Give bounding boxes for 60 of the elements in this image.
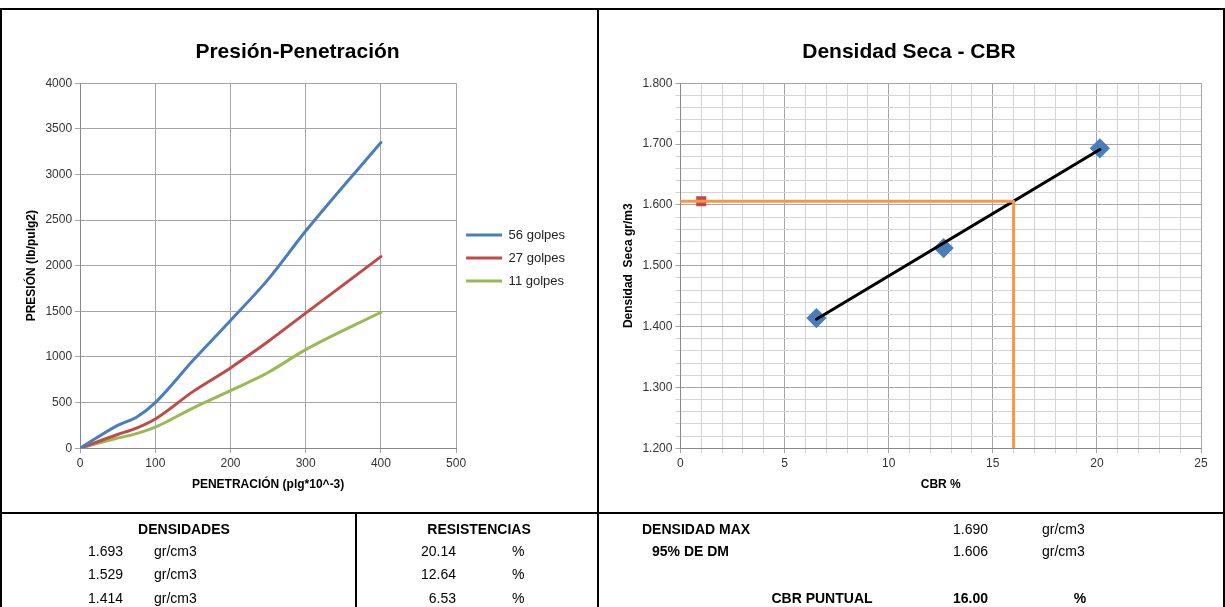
x-axis-title: CBR % [920, 477, 962, 492]
text: DENSIDAD MAX [642, 521, 751, 537]
y-tick-label: 1.200 [642, 440, 673, 455]
y-axis-title: Densidad Seca gr/m3 [620, 203, 635, 329]
y-axis-title: PRESIÓN (lb/pulg2) [22, 210, 38, 322]
y-tick-label: 2000 [45, 258, 73, 273]
text: 6.53 [428, 590, 456, 606]
x-tick-label: 500 [446, 455, 467, 470]
text: gr/cm3 [154, 543, 197, 559]
text: % [1073, 590, 1087, 606]
y-tick-label: 1.500 [642, 258, 673, 273]
text: 12.64 [420, 566, 456, 582]
legend-label: 56 golpes [508, 226, 566, 242]
y-tick-label: 4000 [45, 75, 73, 90]
legend-label: 27 golpes [508, 249, 566, 265]
x-tick-label: 5 [781, 455, 789, 470]
x-tick-label: 400 [370, 455, 392, 470]
text: RESISTENCIAS [427, 521, 531, 537]
chart-title: Presión-Penetración [195, 39, 400, 63]
y-tick-label: 1.400 [642, 318, 673, 333]
text: DENSIDADES [138, 521, 230, 537]
text: gr/cm3 [154, 566, 197, 582]
y-tick-label: 0 [65, 440, 73, 455]
x-tick-label: 25 [1194, 455, 1208, 470]
y-tick-label: 1.600 [642, 197, 673, 212]
y-tick-label: 1.700 [642, 136, 673, 151]
text: 1.690 [952, 521, 988, 537]
y-tick-label: 2500 [45, 212, 73, 227]
text: % [512, 590, 525, 606]
text: 1.693 [87, 543, 123, 559]
text: CBR PUNTUAL [771, 590, 873, 606]
x-tick-label: 300 [295, 455, 317, 470]
text: 1.414 [87, 590, 123, 606]
text: % [512, 566, 525, 582]
chart-title: Densidad Seca - CBR [802, 39, 1016, 63]
y-tick-label: 1500 [45, 303, 73, 318]
text: 16.00 [952, 590, 988, 606]
x-tick-label: 10 [881, 455, 896, 470]
y-tick-label: 1.800 [642, 75, 673, 90]
text: % [512, 543, 525, 559]
x-axis-title: PENETRACIÓN (plg*10^-3) [191, 476, 345, 492]
y-tick-label: 3000 [45, 166, 73, 181]
text: gr/cm3 [1042, 543, 1085, 559]
legend-label: 11 golpes [508, 272, 565, 288]
text: 1.529 [87, 566, 123, 582]
y-tick-label: 1.300 [642, 379, 673, 394]
x-tick-label: 20 [1090, 455, 1104, 470]
y-tick-label: 500 [52, 394, 73, 409]
text: 95% DE DM [652, 543, 730, 559]
text: 20.14 [420, 543, 456, 559]
text: gr/cm3 [1042, 521, 1085, 537]
y-tick-label: 3500 [45, 121, 73, 136]
x-tick-label: 100 [145, 455, 166, 470]
x-tick-label: 15 [986, 455, 1000, 470]
text: gr/cm3 [154, 590, 197, 606]
y-tick-label: 1000 [45, 349, 73, 364]
x-tick-label: 0 [76, 455, 84, 470]
x-tick-label: 0 [677, 455, 685, 470]
text: 1.606 [952, 543, 988, 559]
x-tick-label: 200 [220, 455, 241, 470]
